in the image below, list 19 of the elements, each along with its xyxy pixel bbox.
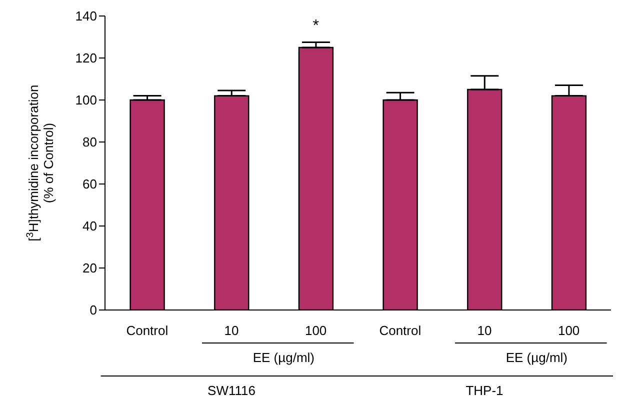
- y-tick-label: 140: [75, 8, 97, 24]
- y-tick-label: 20: [82, 260, 97, 276]
- text: EE (µg/ml): [506, 350, 568, 365]
- y-tick-label: 40: [82, 218, 97, 234]
- x-tick-label: 10: [477, 323, 492, 338]
- text: SW1116: [208, 383, 256, 398]
- y-tick-label: 120: [75, 50, 97, 66]
- x-tick-label: 10: [224, 323, 239, 338]
- y-tick-label: 0: [90, 302, 97, 318]
- annotation: *: [312, 17, 319, 34]
- x-tick-label: Control: [126, 323, 168, 338]
- y-tick-label: 60: [82, 176, 97, 192]
- text: THP-1: [466, 383, 504, 398]
- x-tick-label: Control: [379, 323, 422, 338]
- y-tick-label: 100: [75, 92, 97, 108]
- x-tick-label: 100: [558, 323, 580, 338]
- x-tick-label: 100: [304, 323, 327, 338]
- y-tick-label: 80: [82, 134, 97, 150]
- text: EE (µg/ml): [252, 350, 315, 365]
